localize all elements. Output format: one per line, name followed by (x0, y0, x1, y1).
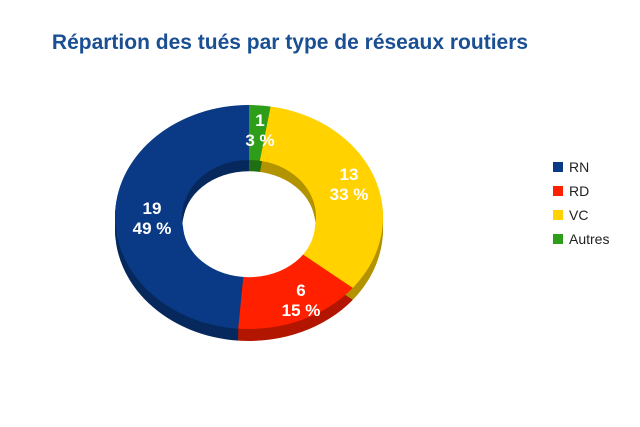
legend-item-rn: RN (553, 155, 609, 179)
legend-item-vc: VC (553, 203, 609, 227)
legend-swatch (553, 234, 563, 244)
legend-item-autres: Autres (553, 227, 609, 251)
value-label: 13 (340, 165, 359, 184)
legend-swatch (553, 162, 563, 172)
legend-swatch (553, 186, 563, 196)
legend-label: VC (569, 207, 589, 223)
percent-label: 15 % (282, 301, 321, 320)
chart-title: Répartion des tués par type de réseaux r… (51, 31, 529, 54)
legend-label: RN (569, 159, 590, 175)
value-label: 6 (296, 281, 305, 300)
slice-rn[interactable] (115, 105, 250, 329)
legend-label: Autres (569, 231, 610, 247)
value-label: 1 (255, 111, 264, 130)
percent-label: 49 % (133, 219, 172, 238)
percent-label: 3 % (245, 131, 274, 150)
value-label: 19 (143, 199, 162, 218)
donut-hole (183, 171, 315, 278)
legend-label: RD (569, 183, 590, 199)
slice-autres[interactable] (249, 105, 271, 161)
legend-item-rd: RD (553, 179, 609, 203)
slice-vc[interactable] (259, 106, 383, 288)
legend: RN RD VC Autres (553, 155, 609, 251)
percent-label: 33 % (330, 185, 369, 204)
legend-swatch (553, 210, 563, 220)
